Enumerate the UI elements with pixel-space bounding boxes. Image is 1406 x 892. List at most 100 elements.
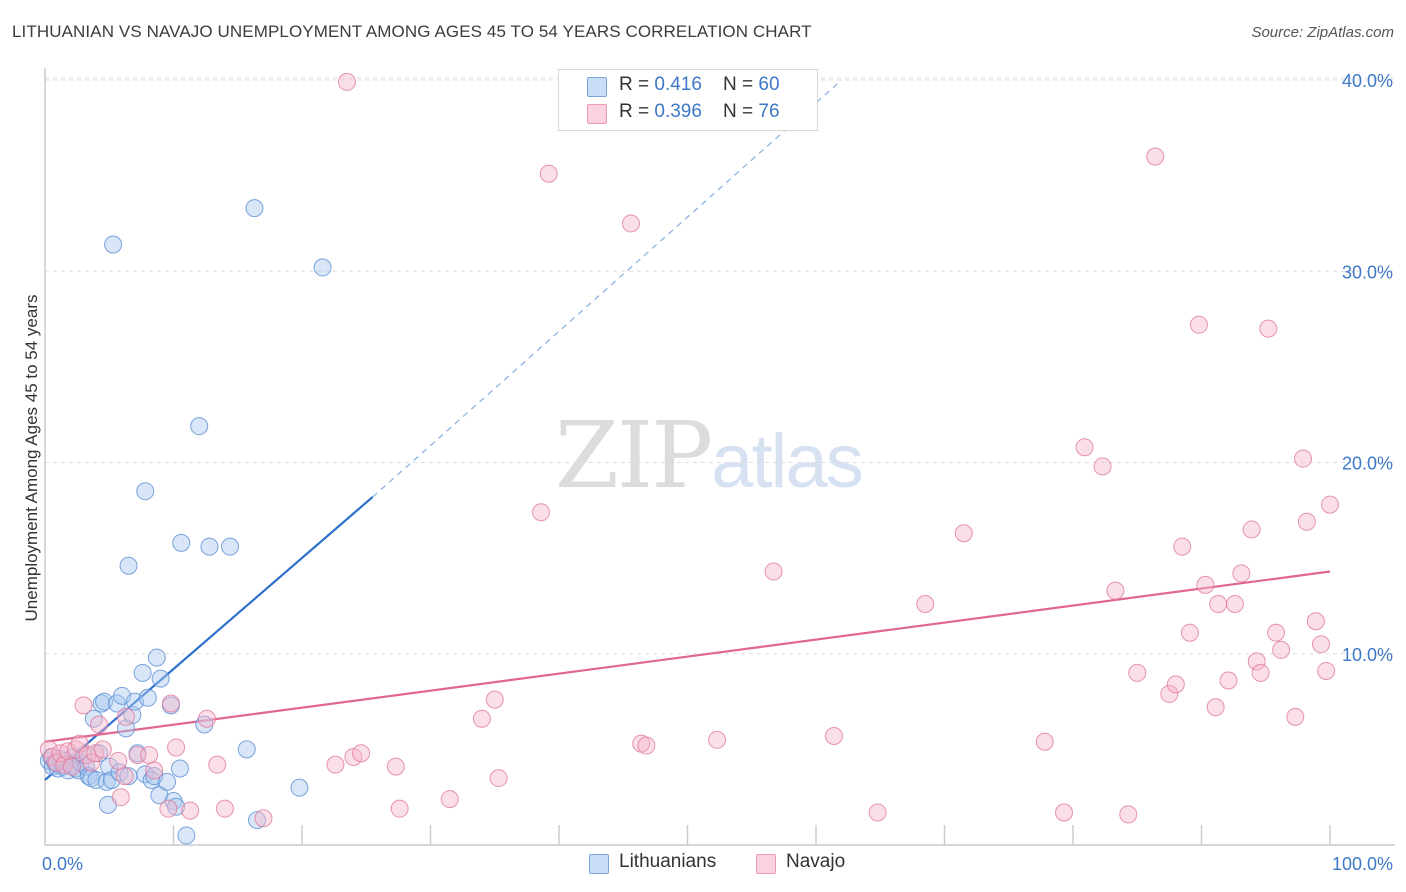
point-navajo	[167, 738, 186, 757]
point-navajo	[1232, 564, 1251, 583]
point-lithuanians	[92, 694, 111, 713]
bottom-legend-label-navajo: Navajo	[786, 851, 846, 872]
point-navajo	[485, 690, 504, 709]
legend-r-value: 0.416	[654, 74, 702, 95]
legend-n-label: N =	[723, 101, 759, 122]
point-navajo	[140, 746, 159, 765]
tick-labels: 10.0% 20.0% 30.0% 40.0% 0.0% 100.0%	[42, 71, 1393, 874]
point-navajo	[1267, 623, 1286, 642]
axes	[44, 68, 1395, 846]
point-navajo	[62, 757, 81, 776]
point-navajo	[539, 164, 558, 183]
point-navajo	[621, 214, 640, 233]
point-lithuanians	[190, 417, 209, 436]
point-navajo	[1312, 635, 1331, 654]
point-lithuanians	[119, 556, 138, 575]
point-navajo	[1106, 581, 1125, 600]
point-lithuanians	[200, 537, 219, 556]
point-navajo	[159, 799, 178, 818]
point-navajo	[208, 755, 227, 774]
x-tick-label-min: 0.0%	[42, 854, 83, 874]
legend-r-value: 0.396	[654, 101, 702, 122]
point-lithuanians	[104, 235, 123, 254]
y-tick-label: 20.0%	[1342, 454, 1393, 474]
point-navajo	[440, 790, 459, 809]
point-navajo	[109, 751, 128, 770]
point-lithuanians	[245, 199, 264, 218]
point-navajo	[1242, 520, 1261, 539]
legend-r-label: R =	[619, 101, 655, 122]
bottom-legend-swatch-lithuanians	[589, 854, 609, 874]
point-navajo	[145, 761, 164, 780]
point-navajo	[386, 757, 405, 776]
point-navajo	[1209, 595, 1228, 614]
trend-extension-lithuanians	[372, 79, 843, 498]
point-lithuanians	[177, 826, 196, 845]
point-navajo	[1317, 661, 1336, 680]
point-navajo	[637, 736, 656, 755]
point-lithuanians	[167, 797, 186, 816]
point-lithuanians	[313, 258, 332, 277]
point-lithuanians	[136, 482, 155, 501]
point-navajo	[254, 809, 273, 828]
point-navajo	[1219, 671, 1238, 690]
point-navajo	[1180, 623, 1199, 642]
point-lithuanians	[147, 648, 166, 667]
y-tick-label: 40.0%	[1342, 71, 1393, 91]
point-navajo	[93, 740, 112, 759]
point-navajo	[1206, 698, 1225, 717]
point-navajo	[326, 755, 345, 774]
point-navajo	[1189, 315, 1208, 334]
point-navajo	[1119, 805, 1138, 824]
point-navajo	[116, 707, 135, 726]
point-navajo	[1035, 732, 1054, 751]
point-lithuanians	[123, 705, 142, 724]
point-navajo	[74, 696, 93, 715]
point-navajo	[390, 799, 409, 818]
legend-swatch-lithuanians	[587, 77, 607, 97]
point-navajo	[1075, 438, 1094, 457]
legend-n-label: N =	[723, 74, 759, 95]
point-navajo	[47, 753, 66, 772]
legend-n-value: 60	[758, 74, 780, 95]
point-navajo	[1247, 652, 1266, 671]
point-navajo	[51, 744, 70, 763]
point-lithuanians	[290, 778, 309, 797]
point-lithuanians	[100, 757, 119, 776]
point-navajo	[764, 562, 783, 581]
point-navajo	[1196, 575, 1215, 594]
legend-swatch-navajo	[587, 104, 607, 124]
point-lithuanians	[151, 669, 170, 688]
bottom-legend-swatch-navajo	[756, 854, 776, 874]
point-navajo	[1160, 684, 1179, 703]
point-navajo	[1306, 612, 1325, 631]
point-navajo	[161, 694, 180, 713]
point-navajo	[1321, 495, 1339, 514]
point-navajo	[532, 503, 551, 522]
point-navajo	[215, 799, 234, 818]
point-navajo	[1173, 537, 1192, 556]
point-navajo	[1251, 663, 1270, 682]
point-navajo	[1286, 707, 1305, 726]
legend-n-value: 76	[758, 101, 780, 122]
point-navajo	[1259, 319, 1278, 338]
watermark: ZIPatlas	[555, 402, 864, 509]
point-lithuanians	[237, 740, 256, 759]
point-navajo	[181, 801, 200, 820]
point-navajo	[1272, 640, 1291, 659]
gridlines	[45, 77, 1395, 655]
point-lithuanians	[158, 772, 177, 791]
point-navajo	[1093, 457, 1112, 476]
legend-r-label: R =	[619, 74, 655, 95]
point-lithuanians	[138, 688, 157, 707]
point-lithuanians	[172, 533, 191, 552]
point-navajo	[82, 753, 101, 772]
y-tick-label: 30.0%	[1342, 262, 1393, 282]
point-navajo	[1294, 449, 1313, 468]
point-navajo	[55, 755, 74, 774]
point-lithuanians	[170, 759, 189, 778]
point-navajo	[954, 524, 973, 543]
y-axis-label: Unemployment Among Ages 45 to 54 years	[22, 295, 41, 622]
point-lithuanians	[248, 811, 267, 830]
